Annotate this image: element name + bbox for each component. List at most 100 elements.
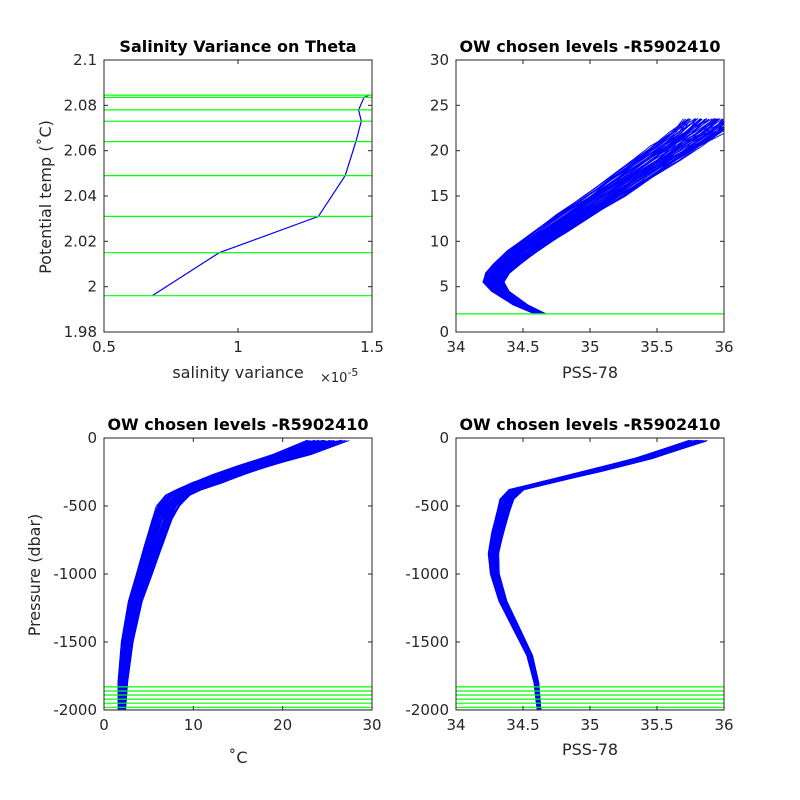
profile-line — [123, 440, 339, 710]
profile-line — [497, 440, 706, 710]
x-tick-label: 35 — [580, 338, 599, 356]
y-tick-label: 2.08 — [64, 96, 97, 114]
profile-line — [502, 129, 724, 315]
profile-line — [496, 440, 703, 710]
profile-line — [494, 118, 715, 315]
profile-line — [488, 440, 688, 710]
profile-line — [496, 439, 704, 710]
profile-line — [500, 126, 724, 315]
profile-line — [497, 440, 707, 710]
profile-line — [493, 439, 699, 710]
profile-line — [491, 440, 695, 710]
profile-line — [123, 439, 341, 710]
y-tick-label: 0 — [439, 323, 449, 341]
profile-line — [489, 440, 693, 710]
y-tick-label: 5 — [439, 278, 449, 296]
y-tick-label: 10 — [430, 232, 449, 250]
profile-line — [497, 439, 708, 710]
profile-line — [497, 440, 706, 710]
y-axis-label: Pressure (dbar) — [25, 514, 44, 637]
profile-line — [123, 440, 336, 710]
profile-line — [496, 440, 703, 710]
panel-salinity-variance: Salinity Variance on Theta salinity vari… — [36, 37, 384, 386]
profile-line — [497, 440, 707, 710]
profile-line — [487, 440, 689, 710]
profile-line — [123, 440, 334, 710]
x-axis-label: PSS-78 — [562, 740, 618, 759]
plot-area — [104, 94, 372, 297]
profile-line — [122, 440, 334, 710]
profile-line — [122, 440, 336, 710]
profile-line — [492, 440, 696, 710]
y-tick-label: -2000 — [405, 701, 449, 719]
profile-line — [492, 440, 696, 710]
profile-line — [122, 440, 335, 710]
profile-line — [492, 439, 697, 710]
profile-line — [487, 440, 689, 710]
profile-line — [124, 440, 344, 710]
x-tick-label: 36 — [714, 338, 733, 356]
y-tick-label: 30 — [430, 51, 449, 69]
x-exponent: ×10-5 — [320, 366, 358, 386]
y-tick-label: -2000 — [53, 701, 97, 719]
x-tick-label: 36 — [714, 716, 733, 734]
profile-line — [496, 440, 703, 710]
x-exponent-base: ×10 — [320, 371, 347, 386]
profile-line — [494, 118, 720, 315]
y-tick-label: -1000 — [405, 565, 449, 583]
profile-line — [492, 440, 696, 710]
profile-line — [498, 440, 705, 710]
profile-line — [494, 440, 702, 710]
x-tick-label: 20 — [273, 716, 292, 734]
x-tick-label: 0 — [99, 716, 109, 734]
profile-line — [495, 439, 702, 710]
profile-line — [495, 440, 703, 710]
profile-line — [123, 440, 338, 710]
plot-area — [104, 439, 372, 710]
profile-line — [491, 440, 695, 710]
panel-title: OW chosen levels -R5902410 — [459, 415, 720, 434]
y-tick-label: -1000 — [53, 565, 97, 583]
profile-line — [124, 440, 339, 710]
profile-line — [124, 439, 342, 710]
x-axis-label: ˚C — [228, 748, 247, 767]
y-tick-label: 2 — [87, 278, 97, 296]
profile-line — [489, 440, 692, 710]
x-tick-label: 1.5 — [360, 338, 384, 356]
y-tick-label: 0 — [87, 429, 97, 447]
y-tick-label: 1.98 — [64, 323, 97, 341]
x-tick-label: 30 — [362, 716, 381, 734]
profile-line — [490, 440, 694, 710]
profile-line — [492, 118, 715, 315]
x-tick-label: 35 — [580, 716, 599, 734]
x-tick-label: 34.5 — [506, 716, 539, 734]
profile-line — [495, 440, 703, 710]
profile-line — [492, 439, 698, 710]
panel-salinity-vs-theta: OW chosen levels -R5902410 PSS-78 34 34.5… — [430, 37, 734, 382]
panel-title: OW chosen levels -R5902410 — [107, 415, 368, 434]
y-tick-label: 2.04 — [64, 187, 97, 205]
profile-line — [495, 440, 703, 710]
profile-line — [497, 440, 706, 710]
profile-line — [490, 440, 695, 710]
profile-line — [489, 440, 692, 710]
profile-line — [490, 440, 692, 710]
panel-salinity-vs-pressure: OW chosen levels -R5902410 PSS-78 34 34.5… — [405, 415, 733, 759]
profile-line — [492, 440, 699, 710]
y-tick-label: 2.06 — [64, 142, 97, 160]
profile-line — [494, 440, 700, 710]
y-tick-label: 15 — [430, 187, 449, 205]
profile-line — [495, 440, 704, 710]
y-tick-label: -1500 — [405, 633, 449, 651]
profile-line — [488, 440, 690, 710]
y-tick-label: 20 — [430, 142, 449, 160]
y-tick-label: -500 — [63, 497, 97, 515]
panel-temperature-vs-pressure: OW chosen levels -R5902410 ˚C Pressure (… — [25, 415, 382, 767]
x-tick-label: 34 — [446, 716, 465, 734]
profile-line — [488, 440, 691, 710]
profile-line — [489, 440, 693, 710]
profile-line — [491, 440, 696, 710]
x-tick-label: 35.5 — [640, 338, 673, 356]
profile-line — [490, 440, 692, 710]
